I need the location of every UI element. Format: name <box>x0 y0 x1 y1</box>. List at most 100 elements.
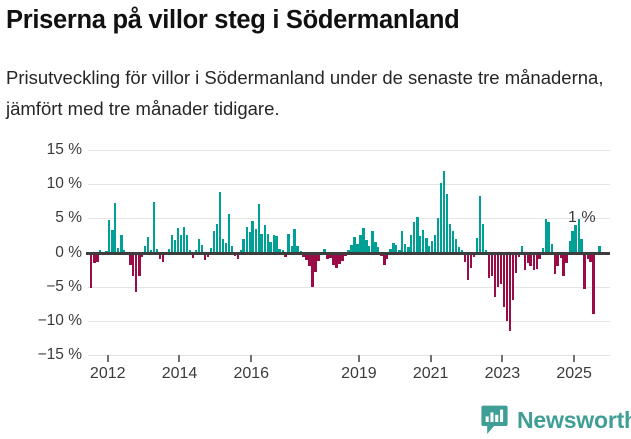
chart-bar <box>430 240 434 253</box>
chart-bar <box>362 227 365 253</box>
chart-bar <box>374 241 377 253</box>
chart-bar <box>502 252 506 308</box>
chart-bar <box>305 252 308 261</box>
last-value-annotation: 1 % <box>568 209 596 226</box>
chart-bar <box>439 182 443 253</box>
chart-bar <box>317 252 320 261</box>
y-axis-tick-label: 15 % <box>46 141 82 158</box>
x-axis-tick-label: 2016 <box>233 365 270 382</box>
chart-bar <box>529 252 532 267</box>
chart-bar <box>200 244 204 253</box>
y-axis: 15 % 10 % 5 % 0 % −5 % −10 % −15 % <box>0 142 82 363</box>
chart-bar <box>392 242 395 253</box>
chart-bar <box>481 223 485 253</box>
chart-bar <box>401 231 404 253</box>
x-axis-tick-label: 2023 <box>484 365 521 382</box>
chart-bar <box>580 238 583 253</box>
x-axis: 2012 2014 2016 2019 2021 2023 2025 <box>0 355 631 395</box>
y-axis-tick-label: 5 % <box>55 209 82 227</box>
chart-bar <box>499 252 503 284</box>
chart-bar <box>389 249 392 253</box>
chart-bar <box>290 245 293 253</box>
chart-bar <box>248 232 251 253</box>
chart-bar <box>532 252 536 271</box>
chart-bar <box>457 247 461 253</box>
chart-bar <box>559 252 563 258</box>
chart-bar <box>98 250 102 253</box>
chart-bar <box>302 252 305 257</box>
chart-bar <box>412 221 416 253</box>
chart-bar <box>272 234 276 253</box>
chart-bar <box>134 252 138 293</box>
chart-bar <box>425 238 428 253</box>
chart-bar <box>410 234 413 253</box>
chart-bar <box>236 252 240 260</box>
chart-bar <box>311 252 314 287</box>
chart-bar <box>114 203 117 253</box>
chart-bar <box>245 226 249 253</box>
chart-bar <box>394 244 398 253</box>
chart-bar <box>418 236 422 253</box>
chart-bar <box>251 221 254 253</box>
chart-bar <box>490 252 494 276</box>
x-axis-tick-label: 2025 <box>556 365 592 382</box>
gridline <box>88 218 610 220</box>
chart-bar <box>275 236 278 253</box>
chart-bar <box>111 229 114 253</box>
chart-bar <box>493 252 497 297</box>
chart-bar <box>266 234 269 253</box>
gridline <box>88 286 610 288</box>
chart-bar <box>185 234 189 253</box>
chart-bar <box>568 240 572 253</box>
chart-bar <box>278 249 281 253</box>
chart-bar <box>508 252 512 332</box>
y-axis-tick-label: −10 % <box>37 311 82 329</box>
y-axis-tick-label: −15 % <box>37 346 82 363</box>
page-title: Priserna på villor steg i Södermanland <box>6 6 460 34</box>
chart-bar <box>143 245 147 253</box>
chart-bar <box>215 223 218 253</box>
chart-bar <box>517 252 521 257</box>
chart-bar <box>523 252 527 270</box>
chart-bar <box>227 214 231 253</box>
chart-bar <box>269 242 272 253</box>
x-axis-tick-label: 2014 <box>161 365 198 382</box>
chart-bar <box>359 235 362 253</box>
chart-bar <box>385 252 389 260</box>
chart-bar <box>156 249 159 253</box>
chart-bar <box>511 252 514 301</box>
chart-bar <box>257 203 260 253</box>
chart-bar <box>129 252 132 266</box>
chart-bar <box>173 239 177 253</box>
chart-bar <box>263 225 267 253</box>
chart-bar <box>224 242 227 253</box>
chart-bar <box>93 252 96 264</box>
chart-bar <box>131 252 135 277</box>
chart-bar <box>454 238 458 253</box>
chart-bar <box>562 252 565 277</box>
newsworthy-wordmark: Newsworthy <box>517 406 631 433</box>
chart-bar <box>487 252 491 279</box>
chart-bar <box>571 230 574 253</box>
chart-bar <box>535 252 539 269</box>
chart-bar <box>161 252 165 263</box>
x-axis-tick-label: 2021 <box>412 365 449 382</box>
chart-bar <box>365 240 368 253</box>
chart-bar <box>308 252 311 267</box>
chart-bar <box>123 249 126 253</box>
plot-area <box>86 150 610 356</box>
chart-bar <box>448 224 452 253</box>
chart-bar <box>338 252 341 265</box>
chart-bar <box>254 228 258 253</box>
chart-bar <box>350 244 353 253</box>
chart-bar <box>436 218 440 253</box>
chart-bar <box>538 252 541 260</box>
chart-bar <box>586 252 589 260</box>
chart-bar <box>577 219 580 253</box>
chart-bar <box>170 234 174 253</box>
chart-bar <box>421 229 425 253</box>
chart-bar <box>209 248 213 253</box>
chart-bar <box>451 230 455 253</box>
chart-bar <box>496 252 500 287</box>
chart-bar <box>565 252 568 264</box>
